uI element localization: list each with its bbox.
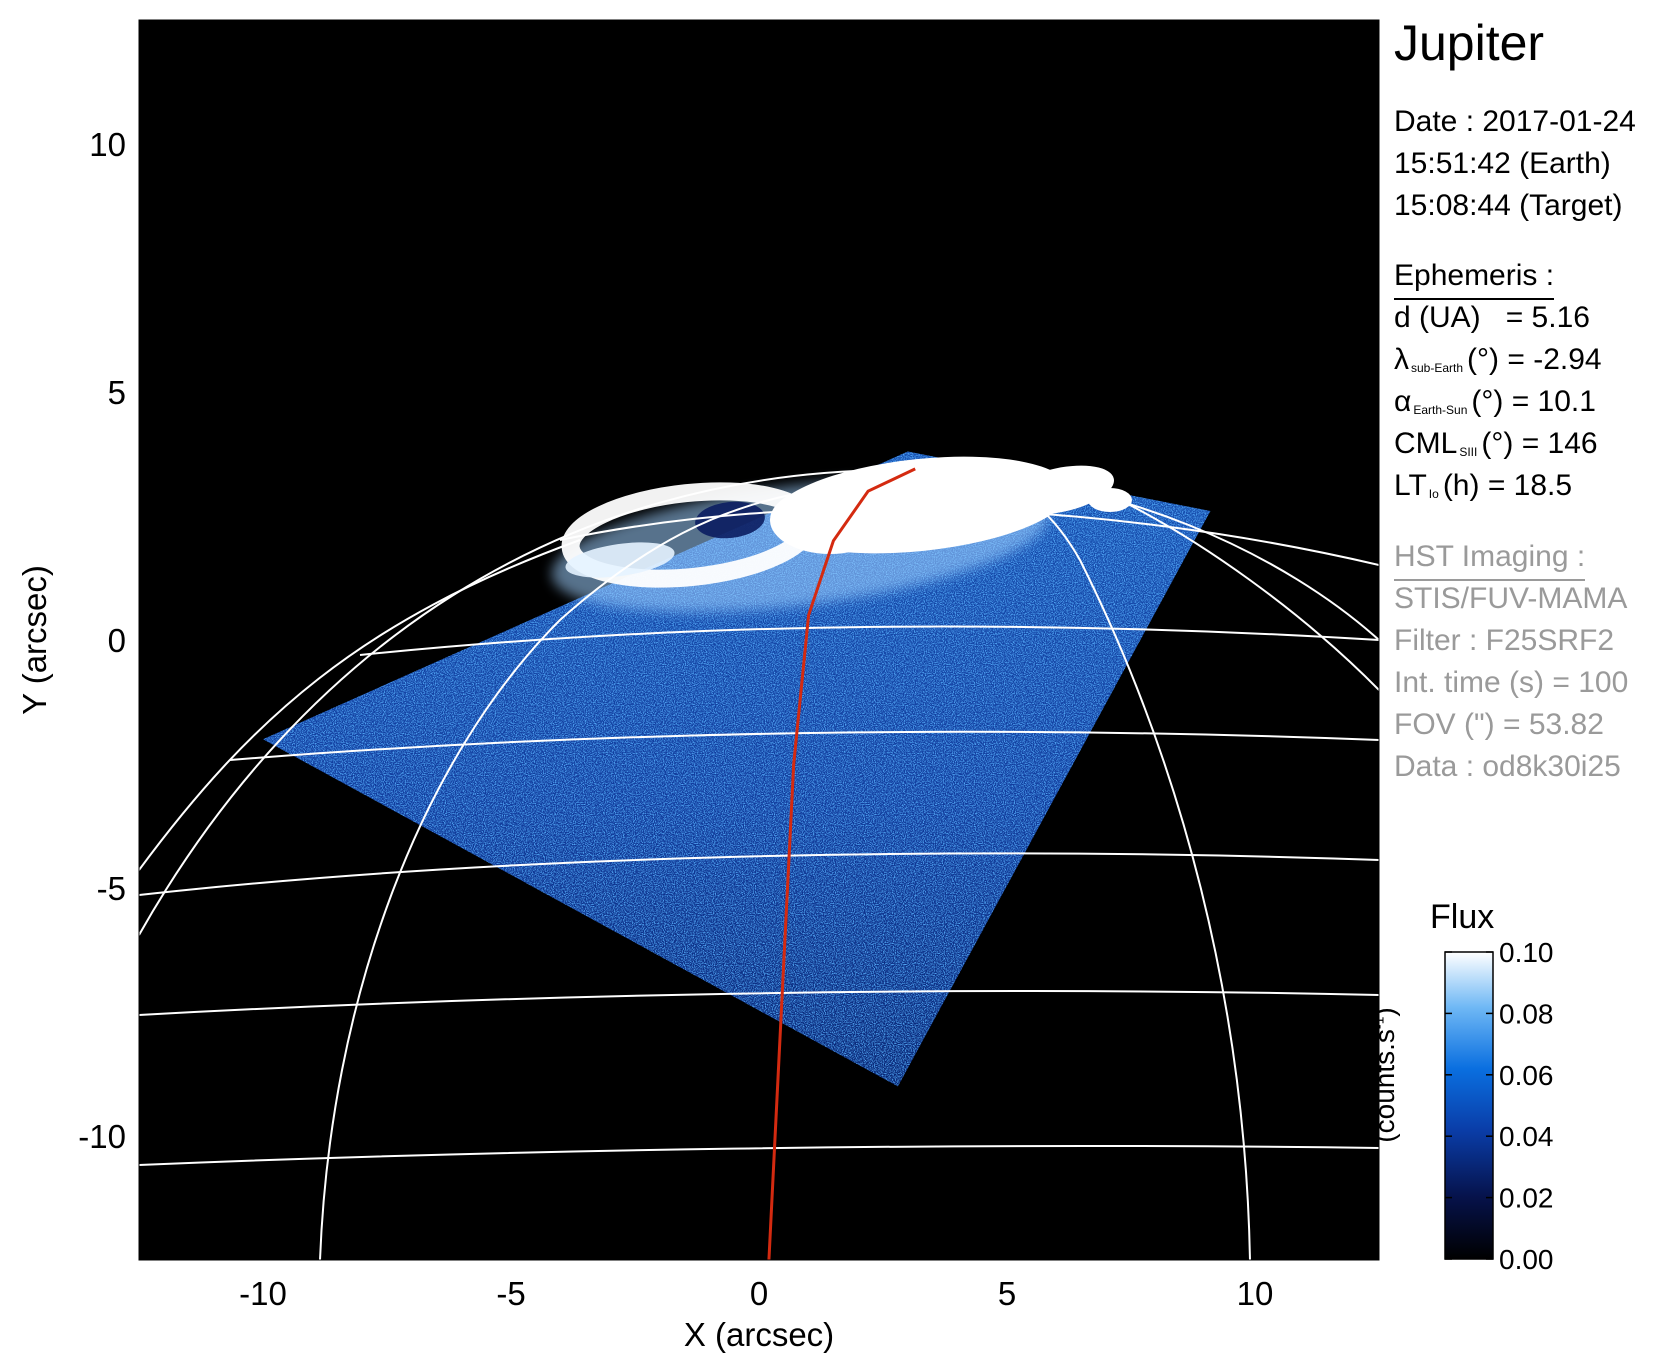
colorbar-ticks: 0.10 0.08 0.06 0.04 0.02 0.00 <box>1445 937 1554 1275</box>
hst-heading: HST Imaging : <box>1394 536 1586 581</box>
colorbar-unit-main: (counts.s <box>1369 1029 1400 1143</box>
hst-instrument: STIS/FUV-MAMA <box>1394 582 1628 615</box>
sub-earth-line: λ sub-Earth (°) = -2.94 <box>1394 339 1602 381</box>
aurora-emission <box>551 456 1132 612</box>
y-tick-label: -10 <box>78 1118 126 1155</box>
parallel-6 <box>139 1144 1379 1166</box>
ephemeris-heading: Ephemeris : <box>1394 255 1555 300</box>
sub-earth-subscript: sub-Earth <box>1411 361 1464 375</box>
parallel-5 <box>139 990 1379 1016</box>
colorbar-unit-close: ) <box>1369 1007 1400 1017</box>
meridian-4 <box>1119 499 1379 691</box>
hst-dataset: Data : od8k30i25 <box>1394 750 1621 783</box>
colorbar-tick-label: 0.10 <box>1499 937 1554 968</box>
planet-limb <box>139 468 1379 936</box>
cml-unit: (°) <box>1481 427 1514 460</box>
colorbar-tick-label: 0.06 <box>1499 1060 1554 1091</box>
phase-unit: (°) <box>1471 385 1504 418</box>
colorbar-title: Flux <box>1430 898 1495 936</box>
hst-integration-time: Int. time (s) = 100 <box>1394 666 1629 699</box>
phase-value: = 10.1 <box>1511 385 1596 418</box>
parallel-4 <box>139 852 1379 896</box>
observation-date-block: Date : 2017-01-24 15:51:42 (Earth) 15:08… <box>1394 101 1636 227</box>
colorbar-unit-sup: -1 <box>1370 1016 1387 1030</box>
colorbar-gradient <box>1444 951 1494 1260</box>
cml-subscript: SIII <box>1459 445 1478 459</box>
x-tick-label: -10 <box>239 1275 287 1312</box>
x-tick-label: 5 <box>998 1275 1016 1312</box>
date-line: Date : 2017-01-24 <box>1394 105 1636 138</box>
cml-line: CML SIII (°) = 146 <box>1394 423 1602 465</box>
x-axis-ticks: -10 -5 0 5 10 <box>239 1275 1273 1312</box>
hst-imaging-block: HST Imaging : STIS/FUV-MAMA Filter : F25… <box>1394 536 1628 788</box>
colorbar-tick-label: 0.04 <box>1499 1121 1554 1152</box>
phase-symbol: α <box>1394 385 1412 418</box>
y-tick-label: 0 <box>108 622 126 659</box>
colorbar-tick-label: 0.00 <box>1499 1244 1554 1275</box>
y-tick-label: 10 <box>89 126 126 163</box>
sub-earth-value: = -2.94 <box>1507 343 1602 376</box>
x-axis-label: X (arcsec) <box>684 1316 834 1353</box>
sub-earth-symbol: λ <box>1394 343 1409 376</box>
phase-subscript: Earth-Sun <box>1413 403 1468 417</box>
lt-unit: (h) <box>1442 469 1480 502</box>
meridian-1 <box>139 539 581 871</box>
lt-symbol: LT <box>1394 469 1427 502</box>
lt-subscript: Io <box>1428 487 1439 501</box>
local-time-line: LT Io (h) = 18.5 <box>1394 465 1602 507</box>
parallel-3 <box>229 730 1379 761</box>
meridian-3 <box>1019 494 1251 1260</box>
cml-symbol: CML <box>1394 427 1458 460</box>
distance-label: d (UA) <box>1394 301 1481 334</box>
hst-filter: Filter : F25SRF2 <box>1394 624 1615 657</box>
meridian-2 <box>319 494 791 1260</box>
parallel-2 <box>359 625 1379 656</box>
colorbar-unit-label: (counts.s-1) <box>1369 1007 1401 1142</box>
lt-value: = 18.5 <box>1487 469 1573 502</box>
phase-angle-line: α Earth-Sun (°) = 10.1 <box>1394 381 1602 423</box>
y-axis-label: Y (arcsec) <box>16 565 53 715</box>
cml-value: = 146 <box>1521 427 1598 460</box>
x-tick-label: 10 <box>1237 1275 1274 1312</box>
ephemeris-block: Ephemeris : d (UA) = 5.16 λ sub-Earth (°) … <box>1394 255 1602 507</box>
y-tick-label: -5 <box>97 870 126 907</box>
colorbar-tick-label: 0.08 <box>1499 998 1554 1029</box>
io-footprint-trace <box>767 467 916 1260</box>
hst-fov: FOV (") = 53.82 <box>1394 708 1604 741</box>
earth-time-line: 15:51:42 (Earth) <box>1394 147 1611 180</box>
sub-earth-unit: (°) <box>1467 343 1500 376</box>
target-title: Jupiter <box>1394 15 1545 71</box>
distance-value: = 5.16 <box>1505 301 1590 334</box>
y-axis-ticks: 10 5 0 -5 -10 <box>78 126 126 1155</box>
parallel-1 <box>559 507 1379 566</box>
plot-frame <box>138 19 1380 1261</box>
x-tick-label: 0 <box>750 1275 768 1312</box>
y-tick-label: 5 <box>108 374 126 411</box>
detector-noise-texture <box>263 451 1211 1087</box>
x-tick-label: -5 <box>496 1275 525 1312</box>
target-time-line: 15:08:44 (Target) <box>1394 189 1623 222</box>
distance-line: d (UA) = 5.16 <box>1394 297 1602 339</box>
planet-lat-lon-grid <box>139 468 1379 1260</box>
colorbar-tick-label: 0.02 <box>1499 1183 1554 1214</box>
